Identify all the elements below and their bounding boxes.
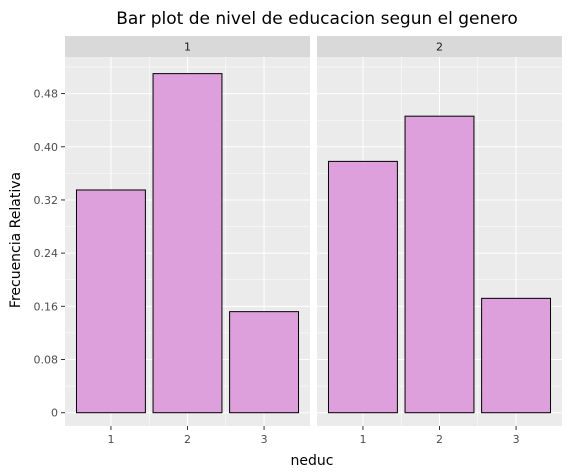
y-tick-label: 0.48 (34, 88, 59, 101)
facet-strip-label: 1 (184, 41, 191, 54)
x-tick-label: 3 (261, 433, 268, 446)
bar-facet-2-neduc-2 (404, 115, 475, 414)
bar-facet-1-neduc-3 (229, 311, 300, 414)
y-tick-label: 0 (51, 407, 58, 420)
y-tick-label: 0.40 (34, 141, 59, 154)
y-tick-label: 0.32 (34, 194, 59, 207)
y-tick-label: 0.24 (34, 247, 59, 260)
x-tick-label: 3 (513, 433, 520, 446)
facet-strip-label: 2 (436, 41, 443, 54)
x-tick-label: 1 (107, 433, 114, 446)
bar-facet-2-neduc-3 (481, 297, 552, 414)
x-tick-label: 2 (436, 433, 443, 446)
bar-facet-1-neduc-1 (75, 189, 146, 414)
bar-facet-1-neduc-2 (152, 73, 223, 414)
chart-title: Bar plot de nivel de educacion segun el … (116, 9, 518, 29)
facet-strip (317, 36, 562, 57)
x-axis-title: neduc (291, 453, 334, 469)
y-tick-label: 0.08 (34, 354, 59, 367)
bar-facet-2-neduc-1 (327, 160, 398, 414)
facet-strip (65, 36, 310, 57)
y-axis-title: Frecuencia Relativa (8, 172, 24, 308)
x-tick-label: 1 (359, 433, 366, 446)
plot-area: 1 1 2 3 2 1 2 3 0 0.08 0.16 0.24 0.32 0.40 0.48 (34, 36, 562, 446)
y-tick-label: 0.16 (34, 300, 59, 313)
x-tick-label: 2 (184, 433, 191, 446)
